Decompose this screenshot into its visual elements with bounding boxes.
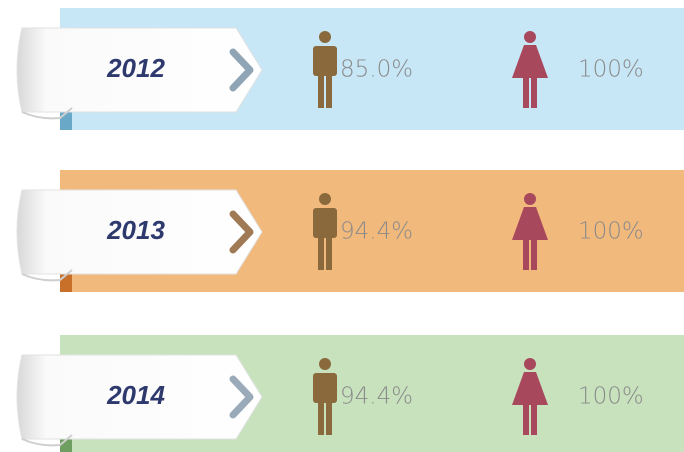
female-icon bbox=[512, 358, 548, 435]
year-label: 2012 bbox=[106, 53, 165, 83]
leg bbox=[523, 403, 529, 435]
leg bbox=[531, 76, 537, 108]
leg bbox=[318, 74, 324, 108]
head bbox=[524, 193, 536, 205]
female-value: 100% bbox=[578, 219, 644, 245]
male-value: 94.4% bbox=[340, 384, 413, 410]
ribbon-tab bbox=[16, 354, 263, 440]
dress bbox=[512, 45, 548, 78]
female-value: 100% bbox=[578, 57, 644, 83]
leg bbox=[523, 76, 529, 108]
tab-curl bbox=[21, 269, 73, 282]
chevron bbox=[229, 210, 254, 254]
leg bbox=[326, 74, 332, 108]
torso bbox=[313, 46, 337, 76]
dress bbox=[512, 207, 548, 240]
head bbox=[319, 193, 331, 205]
year-label: 2014 bbox=[106, 380, 165, 410]
tab-curl bbox=[21, 434, 73, 447]
female-value: 100% bbox=[578, 384, 644, 410]
male-icon bbox=[313, 193, 337, 270]
leg bbox=[318, 401, 324, 435]
head bbox=[524, 358, 536, 370]
torso bbox=[313, 373, 337, 403]
male-value: 94.4% bbox=[340, 219, 413, 245]
leg bbox=[531, 403, 537, 435]
head bbox=[524, 31, 536, 43]
year-label: 2013 bbox=[106, 215, 165, 245]
leg bbox=[326, 236, 332, 270]
leg bbox=[318, 236, 324, 270]
ribbon-tab bbox=[16, 27, 263, 113]
head bbox=[319, 358, 331, 370]
torso bbox=[313, 208, 337, 238]
leg bbox=[531, 238, 537, 270]
ribbon-tab bbox=[16, 189, 263, 275]
male-icon bbox=[313, 358, 337, 435]
male-value: 85.0% bbox=[340, 57, 413, 83]
leg bbox=[326, 401, 332, 435]
female-icon bbox=[512, 31, 548, 108]
leg bbox=[523, 238, 529, 270]
tab-curl bbox=[21, 107, 73, 120]
female-icon bbox=[512, 193, 548, 270]
male-icon bbox=[313, 31, 337, 108]
head bbox=[319, 31, 331, 43]
chevron bbox=[229, 375, 254, 419]
chevron bbox=[229, 48, 254, 92]
dress bbox=[512, 372, 548, 405]
